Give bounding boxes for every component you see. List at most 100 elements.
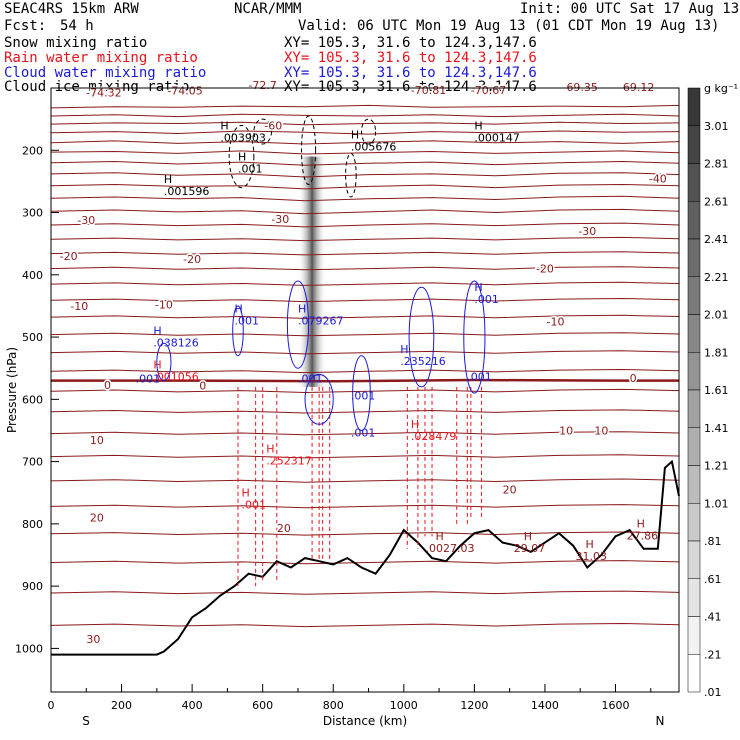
x-tick-label: 400 [182,699,203,712]
init-time: Init: 00 UTC Sat 17 Aug 13 [520,1,740,17]
zero-isotherm-line [51,378,679,383]
temp-max-marker: H [637,517,645,530]
rain-max-marker: H [411,418,419,431]
cloud-water-max-marker: H [474,281,482,294]
isotherm-line [51,409,679,414]
isotherm-line [51,478,679,483]
rain-contour [311,386,320,562]
valid-time: Valid: 06 UTC Mon 19 Aug 13 (01 CDT Mon … [298,18,720,34]
cloud-water-contour [304,373,334,425]
colorbar-swatch [687,163,701,202]
isotherm-label: 30 [86,633,100,646]
plot-frame [50,87,680,693]
isotherm-label: 20 [277,522,291,535]
isotherm-line [51,297,679,303]
model-name: SEAC4RS 15km ARW [4,1,139,17]
isotherm-line [51,431,679,436]
isotherm-line [51,350,679,355]
isotherm-line [51,208,679,215]
isotherm-line [51,622,679,628]
isotherm-label: -20 [536,263,554,276]
colorbar-swatch [687,654,701,693]
colorbar-swatch [687,352,701,391]
colorbar-swatch [687,314,701,353]
isotherm-label: 10 [594,424,608,437]
snow-max-value: .003903 [220,132,266,145]
isotherm-label: -74.05 [167,84,202,97]
colorbar-swatch [687,540,701,579]
isotherm-label: -10 [70,300,88,313]
direction-south: S [82,714,90,728]
isotherm-group [51,104,679,628]
snow-contour [228,124,255,189]
colorbar-label: 2.61 [704,195,729,208]
colorbar-unit: g kg⁻¹ [704,82,738,95]
cloud-water-contour [156,342,172,382]
isotherm-label: -30 [77,214,95,227]
snow-contour [253,118,273,145]
cloud-water-max-value: .001 [136,373,161,386]
isotherm-label: -10 [547,316,565,329]
y-tick-label: 400 [22,269,43,282]
snow-max-value: .005676 [351,140,397,153]
colorbar-label: 2.81 [704,158,729,171]
colorbar-label: .61 [704,573,722,586]
isotherm-line [51,314,679,319]
colorbar-swatch [687,276,701,315]
isotherm-label: -60 [264,119,282,132]
cloud-water-max-value: .001 [234,315,259,328]
isotherm-label: 10 [90,434,104,447]
colorbar-label: 1.21 [704,460,729,473]
snow-max-marker: H [351,128,359,141]
colorbar-label: 3.01 [704,120,729,133]
rain-contour [262,386,278,580]
colorbar-label: 1.81 [704,346,729,359]
rain-max-value: .252317 [266,455,312,468]
isotherm-label: 0 [104,379,111,392]
cloud-water-contour [352,355,371,431]
colorbar-swatch [687,238,701,277]
isotherm-label: -20 [60,250,78,263]
colorbar-swatch [687,616,701,655]
isotherm-line [51,195,679,202]
isotherm-label: -30 [271,213,289,226]
snow-max-marker: H [474,120,482,133]
snow-contour [345,152,357,198]
cloud-water-max-marker: H [298,303,306,316]
colorbar-label: 2.21 [704,271,729,284]
isotherm-label: 20 [503,484,517,497]
isotherm-line [51,332,679,337]
x-tick-label: 600 [252,699,273,712]
cloud-water-max-value: .001 [351,389,376,402]
cloud-water-max-marker: H [234,303,242,316]
colorbar-label: 1.61 [704,384,729,397]
cloud-water-max-value: .001 [351,427,376,440]
isotherm-line [51,251,679,256]
x-tick-label: 1200 [460,699,488,712]
cloud-water-max-value: .079267 [298,315,344,328]
field-cloud-water: Cloud water mixing ratio [4,65,207,81]
colorbar-label: .01 [704,686,722,699]
isotherm-label: -40 [649,172,667,185]
colorbar-swatch [687,503,701,542]
isotherm-label: 0 [630,372,637,385]
rain-max-marker: H [266,443,274,456]
field-snow-xy: XY= 105.3, 31.6 to 124.3,147.6 [284,35,537,51]
x-tick-label: 1000 [390,699,418,712]
isotherm-line [51,388,679,394]
cloud-ice-shading [297,156,327,387]
x-tick-label: 0 [48,699,55,712]
rain-contour [237,386,257,587]
y-tick-label: 800 [22,518,43,531]
snow-max-value: .000147 [474,132,520,145]
isotherm-line [51,160,679,166]
y-tick-label: 300 [22,207,43,220]
colorbar-swatch [687,201,701,240]
colorbar-swatch [687,125,701,164]
snow-max-marker: H [238,151,246,164]
isotherm-line [51,183,679,190]
colorbar-swatch [687,427,701,466]
org-name: NCAR/MMM [234,1,302,17]
isotherm-line [51,150,679,155]
